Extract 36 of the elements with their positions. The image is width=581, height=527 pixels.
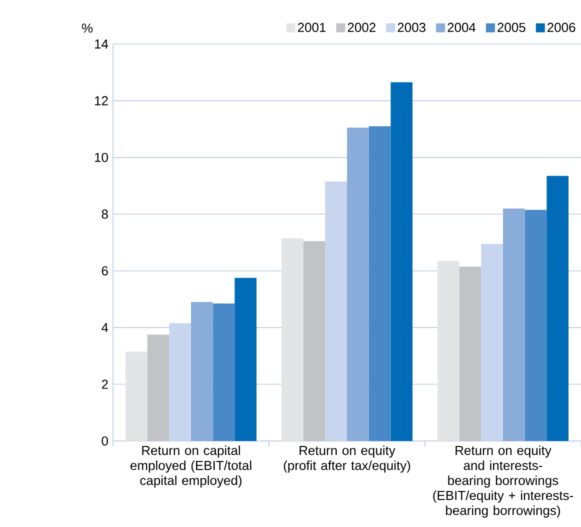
legend-label: 2005 (498, 22, 526, 32)
y-tick-label: 8 (102, 210, 108, 219)
bar (212, 303, 235, 441)
legend-label: 2002 (348, 22, 376, 32)
y-tick-label: 4 (102, 323, 108, 332)
bar (390, 82, 413, 441)
bar (281, 238, 304, 441)
bar (325, 182, 347, 441)
y-tick-label: 2 (102, 380, 108, 389)
x-tick-label: Return on equity (profit after tax/equity) (284, 446, 410, 473)
x-tick-label: Return on capital employed (EBIT/total capital employed) (130, 446, 252, 488)
bar (169, 323, 192, 441)
bar (125, 352, 148, 441)
y-axis-title: % (82, 24, 93, 33)
x-tick-label: Return on equity and interests-bearing borrowings (EBIT/equity + interests-bearing borrowings) (433, 446, 574, 518)
y-tick-label: 0 (102, 436, 108, 446)
legend-label: 2001 (298, 22, 326, 32)
bar (234, 278, 257, 441)
bar (459, 266, 482, 441)
legend-label: 2003 (398, 22, 426, 32)
legend-label: 2004 (448, 22, 476, 32)
bar (303, 241, 326, 441)
y-tick-label: 12 (95, 96, 108, 106)
bar (347, 128, 369, 441)
bar (503, 208, 525, 441)
bar (481, 244, 503, 441)
legend-label: 2006 (548, 22, 576, 32)
y-tick-label: 10 (95, 152, 108, 162)
bar (368, 126, 391, 441)
y-tick-label: 14 (95, 40, 108, 48)
y-tick-label: 6 (102, 266, 108, 276)
bar (147, 334, 170, 441)
bar (546, 176, 569, 441)
bar (437, 260, 460, 441)
bar (524, 210, 547, 441)
bar (191, 302, 213, 441)
